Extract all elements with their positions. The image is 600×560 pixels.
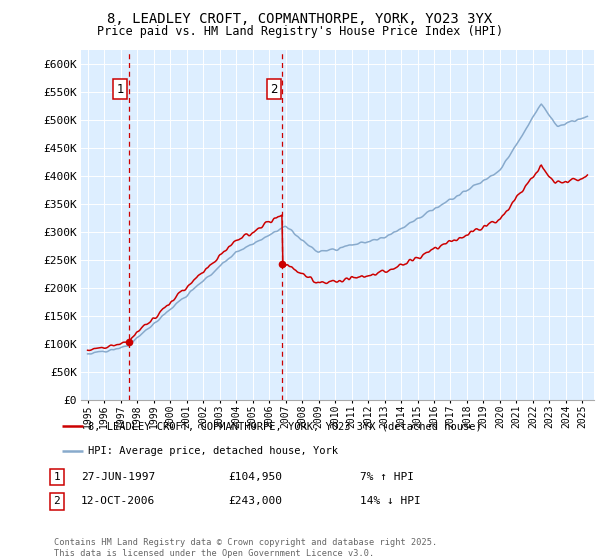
Text: 14% ↓ HPI: 14% ↓ HPI xyxy=(360,496,421,506)
Text: 2: 2 xyxy=(270,82,278,96)
Text: Contains HM Land Registry data © Crown copyright and database right 2025.
This d: Contains HM Land Registry data © Crown c… xyxy=(54,538,437,558)
Text: 1: 1 xyxy=(53,472,61,482)
Text: 1: 1 xyxy=(116,82,124,96)
Text: £243,000: £243,000 xyxy=(228,496,282,506)
Text: 12-OCT-2006: 12-OCT-2006 xyxy=(81,496,155,506)
Text: 27-JUN-1997: 27-JUN-1997 xyxy=(81,472,155,482)
Text: £104,950: £104,950 xyxy=(228,472,282,482)
Text: 7% ↑ HPI: 7% ↑ HPI xyxy=(360,472,414,482)
Text: Price paid vs. HM Land Registry's House Price Index (HPI): Price paid vs. HM Land Registry's House … xyxy=(97,25,503,38)
Text: 8, LEADLEY CROFT, COPMANTHORPE, YORK, YO23 3YX: 8, LEADLEY CROFT, COPMANTHORPE, YORK, YO… xyxy=(107,12,493,26)
Text: HPI: Average price, detached house, York: HPI: Average price, detached house, York xyxy=(88,446,338,456)
Text: 8, LEADLEY CROFT, COPMANTHORPE, YORK, YO23 3YX (detached house): 8, LEADLEY CROFT, COPMANTHORPE, YORK, YO… xyxy=(88,421,482,431)
Text: 2: 2 xyxy=(53,496,61,506)
